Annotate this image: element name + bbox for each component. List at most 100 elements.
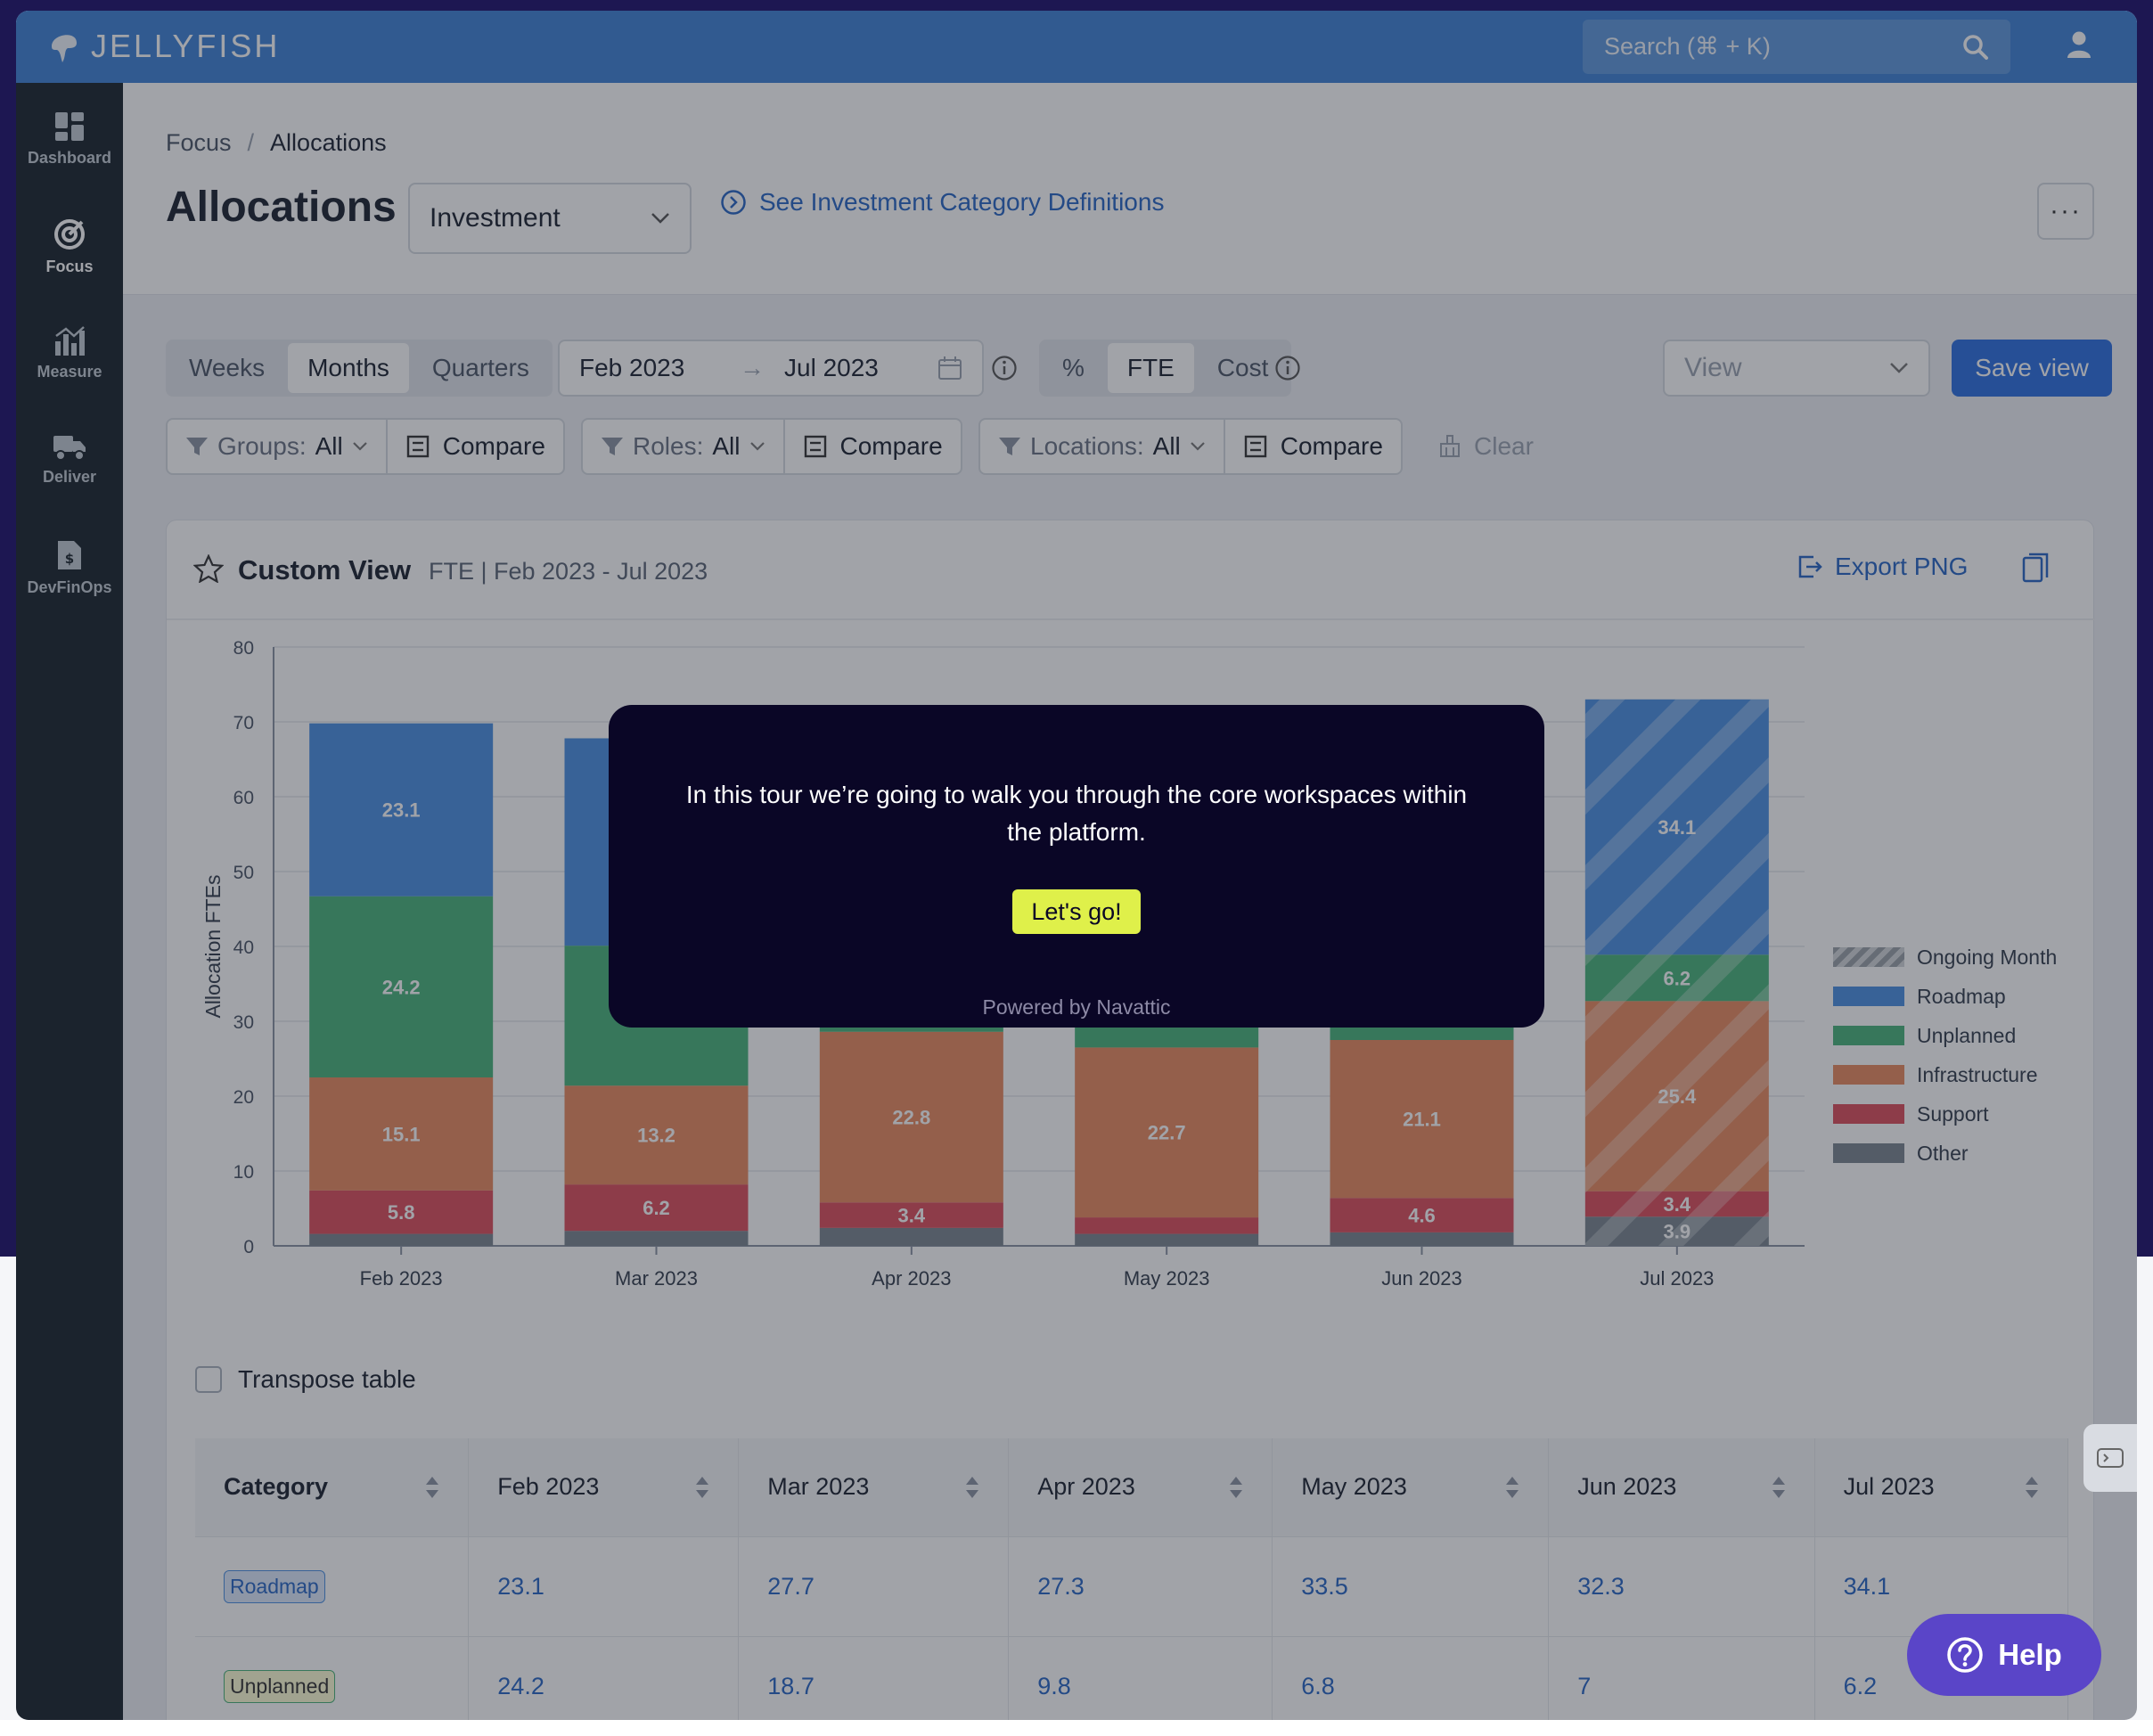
locations-filter-label: Locations: [1030,432,1144,460]
search-input[interactable]: Search (⌘ + K) [1583,20,2010,74]
sidebar-item-deliver[interactable]: Deliver [16,432,123,521]
locations-filter-dropdown[interactable]: Locations: All [980,420,1225,473]
search-placeholder: Search (⌘ + K) [1604,33,1771,60]
bar-value-label: 6.2 [1664,967,1691,989]
bar-segment-unplanned [309,896,494,1077]
more-options-button[interactable]: ··· [2037,183,2094,240]
ongoing-month-hatch [1584,954,1769,1002]
legend-item-support[interactable]: Support [1833,1094,2057,1134]
transpose-toggle[interactable]: Transpose table [195,1365,416,1394]
legend-item-other[interactable]: Other [1833,1134,2057,1173]
saved-view-select[interactable]: View [1663,340,1930,397]
category-definitions-link[interactable]: See Investment Category Definitions [720,188,1164,217]
column-header-mar[interactable]: Mar 2023 [738,1438,1010,1536]
sort-icon [426,1476,439,1498]
value-cell[interactable]: 18.7 [738,1635,1010,1720]
chat-icon [2097,1448,2124,1468]
unit-fte[interactable]: FTE [1107,343,1194,393]
bar-value-label: 5.8 [388,1201,415,1224]
granularity-weeks[interactable]: Weeks [189,354,266,381]
roles-filter-value: All [712,432,741,460]
granularity-months[interactable]: Months [288,343,409,393]
tour-start-button[interactable]: Let's go! [1012,889,1141,934]
unit-cost[interactable]: Cost [1216,354,1269,381]
column-header-apr[interactable]: Apr 2023 [1008,1438,1273,1536]
chevron-down-icon [651,213,669,224]
value-cell[interactable]: 7 [1548,1635,1815,1720]
sidebar-item-focus[interactable]: Focus [16,218,123,307]
x-tick-label: Jun 2023 [1381,1267,1462,1290]
column-header-jun[interactable]: Jun 2023 [1548,1438,1815,1536]
value-cell[interactable]: 6.8 [1272,1635,1550,1720]
sidebar-label-dashboard: Dashboard [27,149,112,167]
sidebar-item-measure[interactable]: Measure [16,325,123,414]
chevron-down-icon [1190,442,1205,451]
date-range-picker[interactable]: Feb 2023 → Jul 2023 [558,340,984,397]
x-tick-label: Feb 2023 [360,1267,443,1290]
info-icon[interactable] [991,355,1018,381]
export-png-button[interactable]: Export PNG [1797,553,1968,581]
legend-item-ongoing[interactable]: Ongoing Month [1833,938,2057,977]
sidebar-label-measure: Measure [37,363,102,381]
x-tick-label: Apr 2023 [872,1267,951,1290]
compare-icon [804,435,826,458]
column-header-jul[interactable]: Jul 2023 [1814,1438,2069,1536]
user-icon[interactable] [2066,30,2092,59]
legend-label-roadmap: Roadmap [1917,984,2006,1008]
tour-powered-by[interactable]: Powered by Navattic [982,995,1171,1019]
logo[interactable]: JELLYFISH [46,27,280,66]
bar-value-label: 13.2 [637,1125,675,1147]
value-cell[interactable]: 32.3 [1548,1535,1815,1636]
value-cell[interactable]: 27.3 [1008,1535,1273,1636]
sidebar-item-devfinops[interactable]: $ DevFinOps [16,539,123,628]
view-type-select[interactable]: Investment [408,183,692,254]
legend-item-roadmap[interactable]: Roadmap [1833,977,2057,1016]
legend-label-other: Other [1917,1141,1969,1165]
value-cell[interactable]: 24.2 [468,1635,740,1720]
value-cell[interactable]: 33.5 [1272,1535,1550,1636]
groups-compare-button[interactable]: Compare [388,420,563,473]
value-cell[interactable]: 27.7 [738,1535,1010,1636]
value-cell[interactable]: 23.1 [468,1535,740,1636]
granularity-quarters[interactable]: Quarters [431,354,529,381]
info-icon[interactable] [1274,355,1301,381]
date-to: Jul 2023 [784,354,879,381]
value-cell[interactable]: 9.8 [1008,1635,1273,1720]
sidebar-item-dashboard[interactable]: Dashboard [16,111,123,201]
date-arrow: → [740,354,765,381]
category-chip-roadmap[interactable]: Roadmap [224,1569,325,1603]
ongoing-month-hatch [1584,1216,1769,1246]
transpose-label: Transpose table [238,1365,416,1393]
star-icon[interactable] [193,554,224,583]
legend-item-infrastructure[interactable]: Infrastructure [1833,1055,2057,1094]
unit-percent[interactable]: % [1062,354,1085,381]
column-header-category[interactable]: Category [195,1438,470,1536]
help-button[interactable]: Help [1907,1614,2101,1696]
column-header-may[interactable]: May 2023 [1272,1438,1550,1536]
transpose-checkbox[interactable] [195,1366,222,1393]
save-view-button[interactable]: Save view [1952,340,2112,397]
sidebar-label-deliver: Deliver [42,468,97,486]
chevron-down-icon [749,442,765,451]
legend-item-unplanned[interactable]: Unplanned [1833,1016,2057,1055]
bar-chart-icon [55,326,85,356]
bar-segment-other [309,1233,494,1246]
feedback-tab[interactable] [2083,1424,2137,1492]
ongoing-month-hatch [1584,1191,1769,1217]
sort-icon [966,1476,979,1498]
roles-filter: Roles: All Compare [581,418,962,475]
sort-icon [1506,1476,1519,1498]
roles-filter-dropdown[interactable]: Roles: All [583,420,785,473]
groups-filter-dropdown[interactable]: Groups: All [168,420,388,473]
breadcrumb-focus[interactable]: Focus [166,129,232,156]
column-header-feb[interactable]: Feb 2023 [468,1438,740,1536]
bar-segment-support [1330,1198,1514,1232]
category-chip-unplanned[interactable]: Unplanned [224,1669,336,1703]
locations-compare-button[interactable]: Compare [1225,420,1401,473]
roles-compare-button[interactable]: Compare [785,420,961,473]
category-cell: Roadmap [195,1535,470,1636]
copy-icon[interactable] [2022,553,2049,583]
bar-value-label: 22.7 [1148,1122,1186,1144]
x-tick-label: Jul 2023 [1640,1267,1714,1290]
clear-filters-button[interactable]: Clear [1438,432,1534,461]
